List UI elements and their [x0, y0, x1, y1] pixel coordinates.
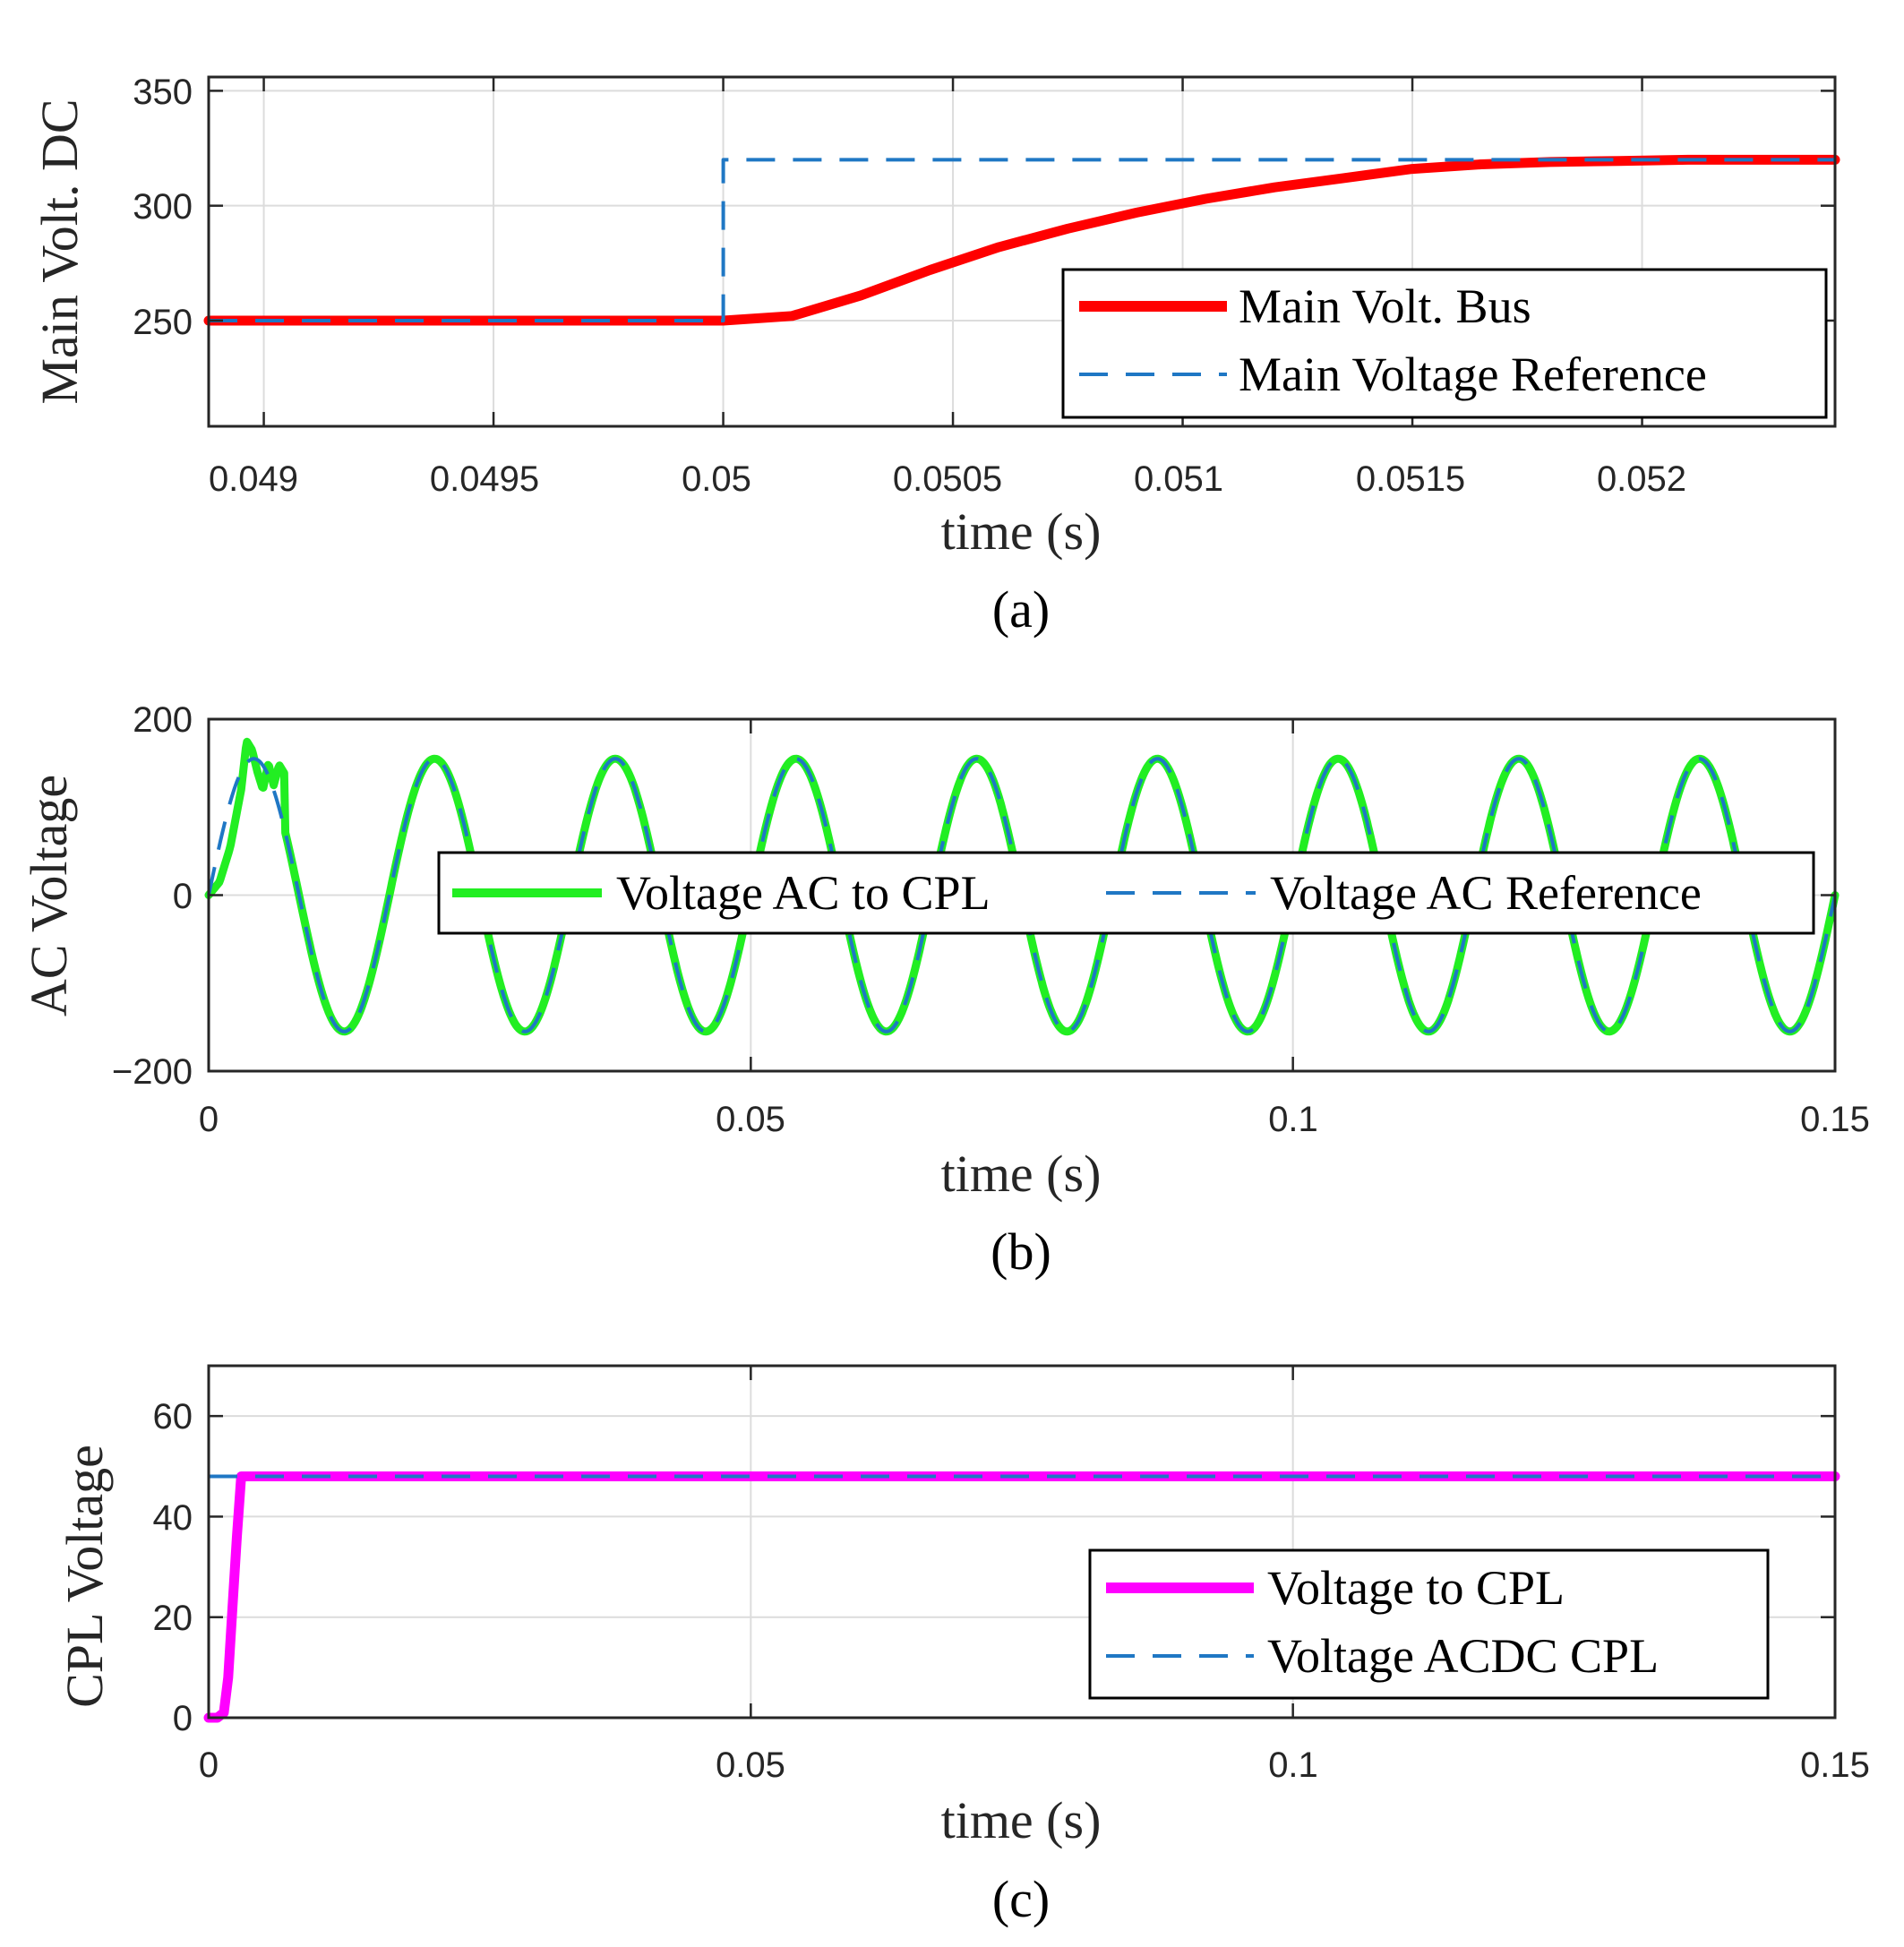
panel-a-ylabel: Main Volt. DC [30, 99, 89, 404]
ytick-label: 250 [133, 303, 193, 342]
xtick-label: 0.05 [716, 1100, 785, 1139]
xtick-label: 0.1 [1268, 1745, 1318, 1785]
ytick-label: 60 [153, 1397, 193, 1437]
xtick-label: 0.1 [1268, 1100, 1318, 1139]
ytick-label: 0 [173, 1699, 193, 1738]
series-line-main-volt-bus [203, 154, 1840, 326]
xtick-label: 0.0495 [430, 459, 539, 499]
xtick-label: 0 [199, 1100, 219, 1139]
panel-c-grid [209, 1366, 1835, 1718]
xtick-label: 0.15 [1800, 1100, 1870, 1139]
ytick-label: −200 [112, 1052, 193, 1092]
xtick-label: 0 [199, 1745, 219, 1785]
panel-a-series [203, 154, 1840, 326]
xtick-label: 0.049 [209, 459, 298, 499]
legend-label-main-bus: Main Volt. Bus [1239, 279, 1531, 333]
panel-a-ytick-labels: 250 300 350 [133, 73, 193, 342]
panel-c-ticks [207, 1366, 1837, 1720]
panel-c-xlabel: time (s) [941, 1791, 1102, 1849]
legend-box [1088, 1548, 1770, 1700]
panel-a-xtick-labels: 0.049 0.0495 0.05 0.0505 0.051 0.0515 0.… [209, 459, 1686, 499]
panel-b-ytick-labels: −200 0 200 [112, 700, 193, 1092]
panel-a-xlabel: time (s) [941, 502, 1102, 561]
xtick-label: 0.0505 [893, 459, 1002, 499]
legend-box [1061, 268, 1828, 419]
series-line-main-voltage-reference [209, 158, 1835, 322]
xtick-label: 0.0515 [1356, 459, 1465, 499]
ytick-label: 20 [153, 1599, 193, 1638]
xtick-label: 0.15 [1800, 1745, 1870, 1785]
panel-c: 0 0.05 0.1 0.15 0 20 40 60 time (s) CPL … [56, 1364, 1870, 1928]
xtick-label: 0.05 [716, 1745, 785, 1785]
panel-b-xlabel: time (s) [941, 1145, 1102, 1203]
panel-b: 0 0.05 0.1 0.15 −200 0 200 time (s) AC V… [20, 700, 1870, 1281]
panel-c-caption: (c) [992, 1870, 1050, 1928]
legend-label-cpl-voltage: Voltage to CPL [1267, 1561, 1565, 1615]
panel-a: 0.049 0.0495 0.05 0.0505 0.051 0.0515 0.… [30, 73, 1840, 639]
xtick-label: 0.05 [682, 459, 751, 499]
legend-label-ac-voltage: Voltage AC to CPL [616, 866, 991, 920]
ytick-label: 200 [133, 700, 193, 740]
panel-b-ticks [207, 717, 1837, 1073]
panel-b-legend: Voltage AC to CPL Voltage AC Reference [437, 851, 1815, 935]
panel-c-ytick-labels: 0 20 40 60 [153, 1397, 193, 1738]
ytick-label: 0 [173, 877, 193, 916]
panel-b-xtick-labels: 0 0.05 0.1 0.15 [199, 1100, 1870, 1139]
panel-a-axes-frame [207, 75, 1837, 428]
panel-c-axes-frame [207, 1364, 1837, 1720]
panel-c-ylabel: CPL Voltage [56, 1445, 114, 1708]
ytick-label: 40 [153, 1498, 193, 1538]
panel-a-legend: Main Volt. Bus Main Voltage Reference [1061, 268, 1828, 419]
xtick-label: 0.051 [1134, 459, 1223, 499]
xtick-label: 0.052 [1597, 459, 1686, 499]
legend-label-ac-reference: Voltage AC Reference [1270, 866, 1702, 920]
legend-label-acdc-cpl: Voltage ACDC CPL [1267, 1629, 1659, 1683]
ytick-label: 350 [133, 73, 193, 112]
panel-a-caption: (a) [992, 580, 1050, 639]
ytick-label: 300 [133, 187, 193, 227]
panel-b-ylabel: AC Voltage [20, 775, 78, 1016]
panel-c-legend: Voltage to CPL Voltage ACDC CPL [1088, 1548, 1770, 1700]
legend-label-main-reference: Main Voltage Reference [1239, 347, 1707, 401]
panel-b-caption: (b) [991, 1222, 1051, 1281]
panel-c-xtick-labels: 0 0.05 0.1 0.15 [199, 1745, 1870, 1785]
